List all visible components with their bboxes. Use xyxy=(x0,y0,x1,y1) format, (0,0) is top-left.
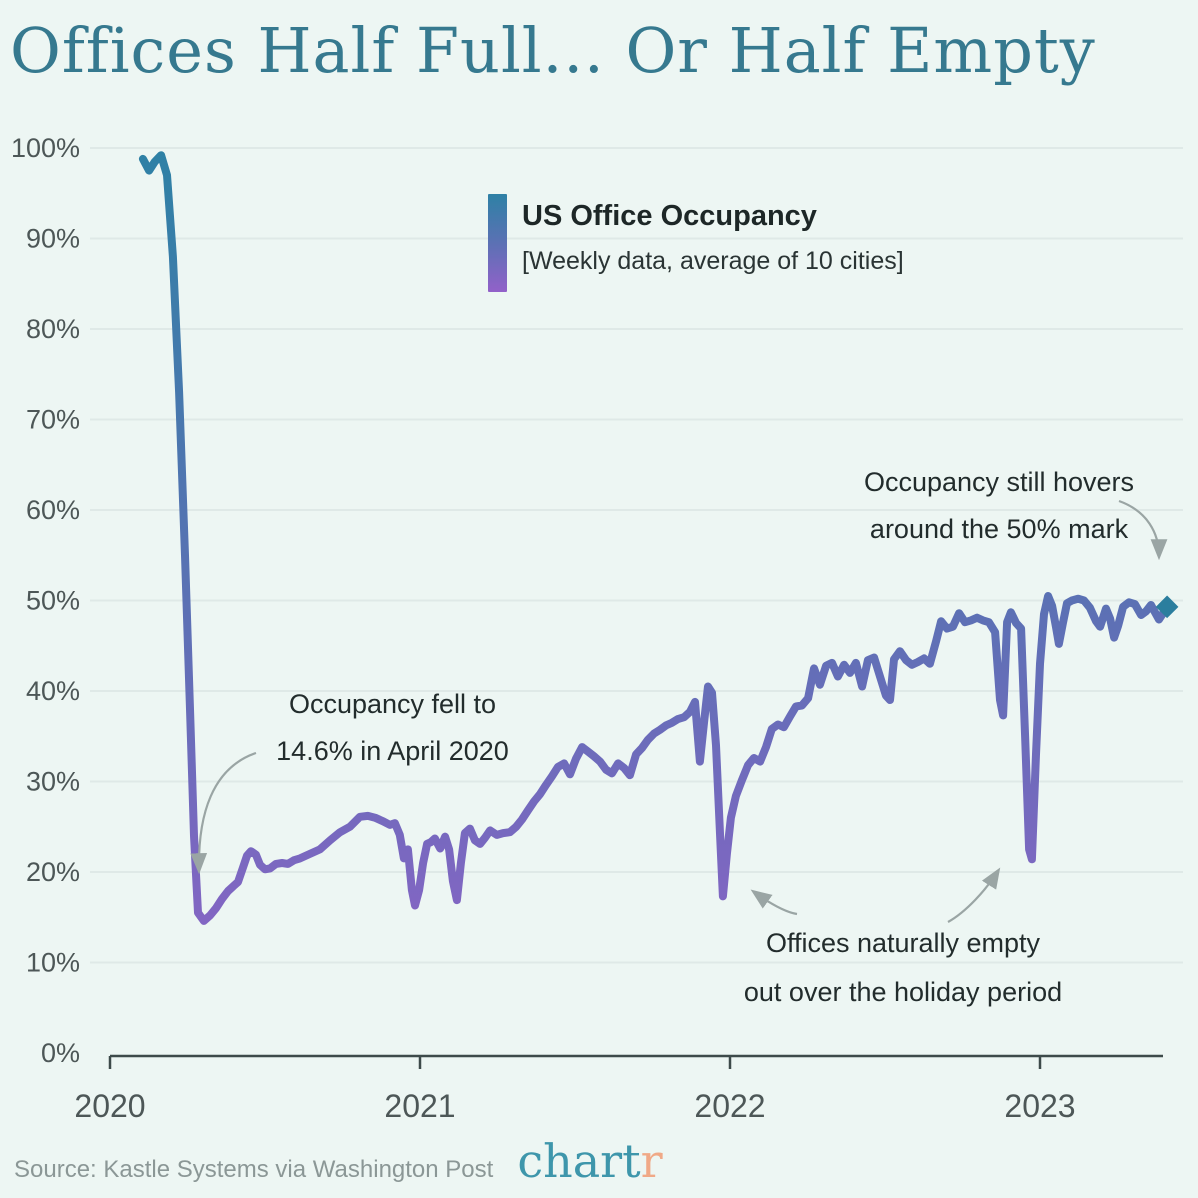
chartr-logo: chartr xyxy=(517,1134,662,1188)
svg-text:20%: 20% xyxy=(26,857,80,887)
footer: Source: Kastle Systems via Washington Po… xyxy=(14,1134,1184,1188)
annotation-line: out over the holiday period xyxy=(743,977,1063,1007)
legend-title: US Office Occupancy xyxy=(522,200,817,232)
svg-text:80%: 80% xyxy=(26,314,80,344)
legend: US Office Occupancy [Weekly data, averag… xyxy=(488,194,904,292)
svg-text:2023: 2023 xyxy=(1004,1088,1075,1124)
annotation-april-2020: Occupancy fell to 14.6% in April 2020 xyxy=(240,681,545,775)
chartr-logo-chart: chart xyxy=(517,1134,641,1188)
annotation-line: 14.6% in April 2020 xyxy=(276,736,509,766)
annotation-line: Occupancy still hovers xyxy=(863,467,1135,497)
x-axis-ticks xyxy=(108,1056,1042,1069)
svg-text:70%: 70% xyxy=(26,405,80,435)
svg-text:60%: 60% xyxy=(26,495,80,525)
annotation-line: Offices naturally empty xyxy=(765,928,1041,958)
svg-text:50%: 50% xyxy=(26,586,80,616)
source-credit: Source: Kastle Systems via Washington Po… xyxy=(14,1156,494,1183)
svg-text:40%: 40% xyxy=(26,676,80,706)
page-title: Offices Half Full... Or Half Empty xyxy=(10,14,1096,87)
arrow-to-april-2020-low xyxy=(190,751,257,875)
annotation-line: around the 50% mark xyxy=(869,514,1129,544)
svg-text:2020: 2020 xyxy=(74,1088,145,1124)
legend-gradient-swatch xyxy=(488,194,507,292)
latest-value-diamond-marker xyxy=(1155,595,1179,619)
annotation-holiday-dips: Offices naturally empty out over the hol… xyxy=(718,919,1088,1017)
svg-text:10%: 10% xyxy=(26,948,80,978)
x-axis-labels: 2020 2021 2022 2023 xyxy=(74,1088,1075,1124)
svg-text:0%: 0% xyxy=(41,1038,80,1068)
annotation-line: Occupancy fell to xyxy=(288,689,497,719)
arrow-to-50pct-end xyxy=(1118,499,1168,561)
legend-subtitle: [Weekly data, average of 10 cities] xyxy=(522,247,904,275)
chartr-logo-r: r xyxy=(640,1134,663,1188)
gridlines xyxy=(90,147,1183,964)
arrow-to-holiday-dip-2022 xyxy=(750,889,798,916)
svg-text:2021: 2021 xyxy=(384,1088,455,1124)
svg-text:90%: 90% xyxy=(26,224,80,254)
svg-text:30%: 30% xyxy=(26,767,80,797)
annotation-arrows xyxy=(190,499,1168,923)
svg-text:100%: 100% xyxy=(11,133,80,163)
arrow-to-holiday-dip-2023 xyxy=(947,867,1001,923)
y-axis-labels: 0% 10% 20% 30% 40% 50% 60% 70% 80% 90% 100% xyxy=(11,133,80,1068)
occupancy-series-line xyxy=(138,151,1172,925)
legend-text: US Office Occupancy [Weekly data, averag… xyxy=(522,194,904,276)
svg-text:2022: 2022 xyxy=(694,1088,765,1124)
annotation-hovers-50: Occupancy still hovers around the 50% ma… xyxy=(840,459,1158,553)
